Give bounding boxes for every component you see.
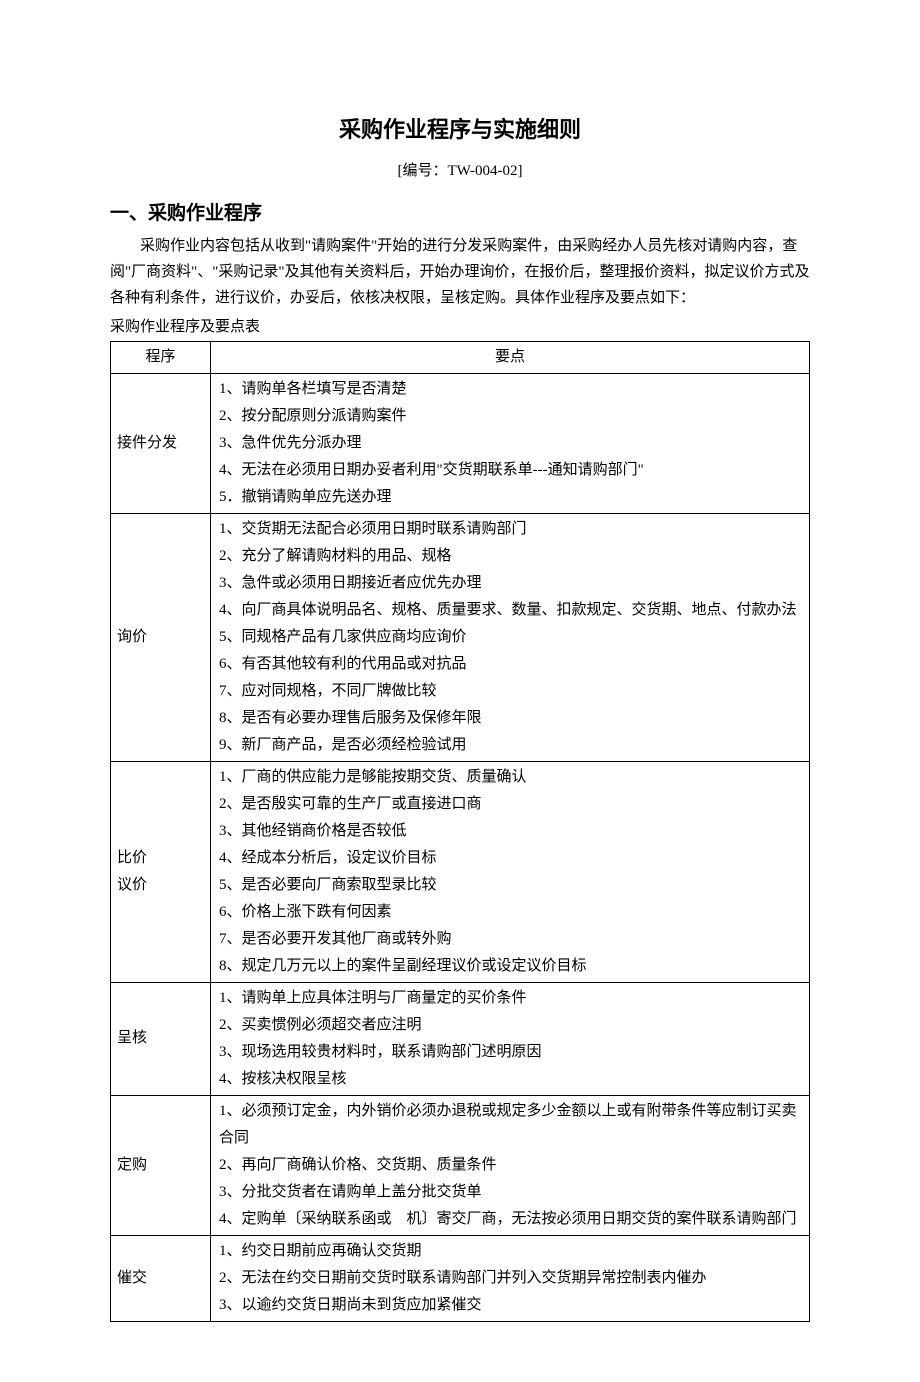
- point-line: 3、以逾约交货日期尚未到货应加紧催交: [219, 1292, 803, 1319]
- table-row: 接件分发1、请购单各栏填写是否清楚2、按分配原则分派请购案件3、急件优先分派办理…: [111, 373, 810, 513]
- table-row: 询价1、交货期无法配合必须用日期时联系请购部门2、充分了解请购材料的用品、规格3…: [111, 513, 810, 761]
- section-1-header: 一、采购作业程序: [110, 197, 810, 231]
- points-cell: 1、必须预订定金，内外销价必须办退税或规定多少金额以上或有附带条件等应制订买卖合…: [211, 1095, 810, 1235]
- point-line: 9、新厂商产品，是否必须经检验试用: [219, 732, 803, 759]
- point-line: 2、无法在约交日期前交货时联系请购部门并列入交货期异常控制表内催办: [219, 1265, 803, 1292]
- point-line: 2、是否殷实可靠的生产厂或直接进口商: [219, 791, 803, 818]
- points-cell: 1、交货期无法配合必须用日期时联系请购部门2、充分了解请购材料的用品、规格3、急…: [211, 513, 810, 761]
- point-line: 1、约交日期前应再确认交货期: [219, 1238, 803, 1265]
- point-line: 4、无法在必须用日期办妥者利用"交货期联系单---通知请购部门": [219, 457, 803, 484]
- points-cell: 1、请购单各栏填写是否清楚2、按分配原则分派请购案件3、急件优先分派办理4、无法…: [211, 373, 810, 513]
- procedure-cell: 比价议价: [111, 761, 211, 982]
- table-caption: 采购作业程序及要点表: [110, 314, 810, 341]
- table-row: 呈核1、请购单上应具体注明与厂商量定的买价条件2、买卖惯例必须超交者应注明3、现…: [111, 982, 810, 1095]
- point-line: 4、按核决权限呈核: [219, 1066, 803, 1093]
- point-line: 5．撤销请购单应先送办理: [219, 484, 803, 511]
- point-line: 5、同规格产品有几家供应商均应询价: [219, 624, 803, 651]
- point-line: 2、再向厂商确认价格、交货期、质量条件: [219, 1152, 803, 1179]
- document-number: [编号：TW-004-02]: [110, 158, 810, 185]
- point-line: 3、急件优先分派办理: [219, 430, 803, 457]
- point-line: 5、是否必要向厂商索取型录比较: [219, 872, 803, 899]
- point-line: 1、请购单上应具体注明与厂商量定的买价条件: [219, 985, 803, 1012]
- table-row: 比价议价1、厂商的供应能力是够能按期交货、质量确认2、是否殷实可靠的生产厂或直接…: [111, 761, 810, 982]
- point-line: 4、定购单〔采纳联系函或 机〕寄交厂商，无法按必须用日期交货的案件联系请购部门: [219, 1206, 803, 1233]
- point-line: 2、买卖惯例必须超交者应注明: [219, 1012, 803, 1039]
- table-header-row: 程序 要点: [111, 341, 810, 373]
- point-line: 4、经成本分析后，设定议价目标: [219, 845, 803, 872]
- table-row: 定购1、必须预订定金，内外销价必须办退税或规定多少金额以上或有附带条件等应制订买…: [111, 1095, 810, 1235]
- col-header-points: 要点: [211, 341, 810, 373]
- point-line: 8、规定几万元以上的案件呈副经理议价或设定议价目标: [219, 953, 803, 980]
- procedure-cell: 定购: [111, 1095, 211, 1235]
- procedure-cell: 询价: [111, 513, 211, 761]
- procedure-cell: 催交: [111, 1235, 211, 1321]
- point-line: 7、是否必要开发其他厂商或转外购: [219, 926, 803, 953]
- document-title: 采购作业程序与实施细则: [110, 110, 810, 150]
- col-header-procedure: 程序: [111, 341, 211, 373]
- table-row: 催交1、约交日期前应再确认交货期2、无法在约交日期前交货时联系请购部门并列入交货…: [111, 1235, 810, 1321]
- points-cell: 1、约交日期前应再确认交货期2、无法在约交日期前交货时联系请购部门并列入交货期异…: [211, 1235, 810, 1321]
- point-line: 4、向厂商具体说明品名、规格、质量要求、数量、扣款规定、交货期、地点、付款办法: [219, 597, 803, 624]
- procedure-cell: 呈核: [111, 982, 211, 1095]
- point-line: 1、交货期无法配合必须用日期时联系请购部门: [219, 516, 803, 543]
- point-line: 1、厂商的供应能力是够能按期交货、质量确认: [219, 764, 803, 791]
- point-line: 2、按分配原则分派请购案件: [219, 403, 803, 430]
- procedure-table: 程序 要点 接件分发1、请购单各栏填写是否清楚2、按分配原则分派请购案件3、急件…: [110, 341, 810, 1322]
- point-line: 3、其他经销商价格是否较低: [219, 818, 803, 845]
- point-line: 2、充分了解请购材料的用品、规格: [219, 543, 803, 570]
- point-line: 3、分批交货者在请购单上盖分批交货单: [219, 1179, 803, 1206]
- point-line: 3、现场选用较贵材料时，联系请购部门述明原因: [219, 1039, 803, 1066]
- points-cell: 1、厂商的供应能力是够能按期交货、质量确认2、是否殷实可靠的生产厂或直接进口商3…: [211, 761, 810, 982]
- intro-paragraph: 采购作业内容包括从收到"请购案件"开始的进行分发采购案件，由采购经办人员先核对请…: [110, 233, 810, 312]
- point-line: 6、价格上涨下跌有何因素: [219, 899, 803, 926]
- point-line: 3、急件或必须用日期接近者应优先办理: [219, 570, 803, 597]
- point-line: 6、有否其他较有利的代用品或对抗品: [219, 651, 803, 678]
- point-line: 1、必须预订定金，内外销价必须办退税或规定多少金额以上或有附带条件等应制订买卖合…: [219, 1098, 803, 1152]
- procedure-cell: 接件分发: [111, 373, 211, 513]
- point-line: 1、请购单各栏填写是否清楚: [219, 376, 803, 403]
- points-cell: 1、请购单上应具体注明与厂商量定的买价条件2、买卖惯例必须超交者应注明3、现场选…: [211, 982, 810, 1095]
- point-line: 8、是否有必要办理售后服务及保修年限: [219, 705, 803, 732]
- point-line: 7、应对同规格，不同厂牌做比较: [219, 678, 803, 705]
